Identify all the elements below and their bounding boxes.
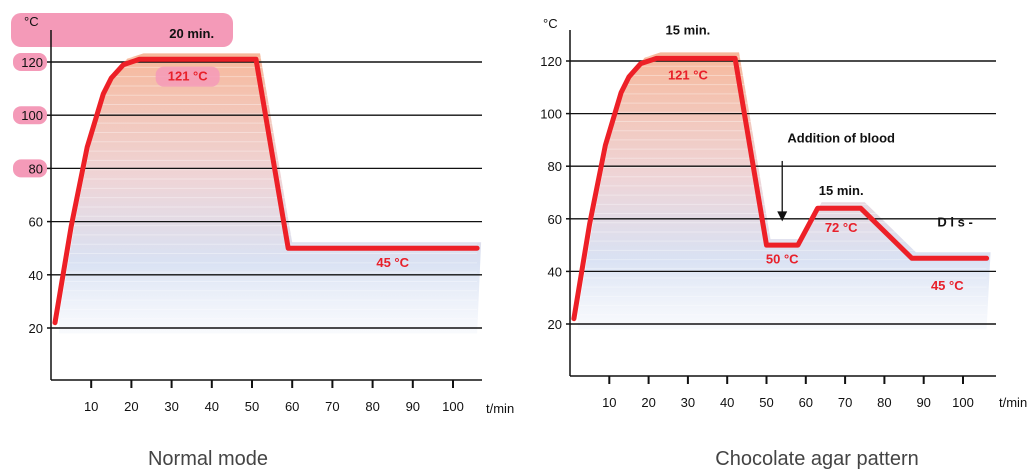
y-tick-highlight	[13, 106, 47, 125]
chart-annotation: 50 °C	[766, 252, 799, 267]
chart-caption: Normal mode	[148, 448, 268, 470]
x-tick-label: 10	[602, 395, 616, 410]
temperature-curve	[52, 56, 480, 326]
x-tick-label: 100	[952, 395, 974, 410]
chart-annotation: 20 min.	[169, 26, 214, 41]
chart-annotation: 45 °C	[931, 278, 964, 293]
y-tick-label: 120	[21, 55, 43, 70]
y-tick-highlight	[13, 53, 47, 71]
header-highlight	[11, 13, 233, 47]
y-tick-label: 60	[29, 215, 43, 230]
chart-annotation: D i s -	[937, 215, 972, 230]
chart-annotation: 15 min.	[819, 183, 864, 198]
x-tick-label: 80	[365, 399, 379, 414]
temperature-band	[59, 53, 482, 334]
x-tick-label: 50	[759, 395, 773, 410]
x-tick-label: 30	[164, 399, 178, 414]
y-tick-label: 40	[548, 264, 562, 279]
chart-annotation: 121 °C	[168, 69, 209, 84]
y-tick-label: 40	[29, 268, 43, 283]
chart-annotation: 72 °C	[825, 220, 858, 235]
x-tick-label: 10	[84, 399, 98, 414]
y-tick-label: 20	[29, 321, 43, 336]
x-tick-label: 40	[205, 399, 219, 414]
normal-mode-chart: °C t/min Normal mode 20 40 60 80 100 120 10 20 3…	[11, 13, 514, 470]
chart-annotation: 45 °C	[376, 255, 409, 270]
temperature-band	[577, 52, 991, 330]
y-tick-label: 100	[540, 107, 562, 122]
annotation-highlight	[155, 66, 220, 87]
background-layer	[11, 13, 482, 334]
x-tick-label: 100	[442, 399, 464, 414]
temperature-curve	[571, 55, 990, 322]
x-tick-label: 90	[916, 395, 930, 410]
chart-annotation: 121 °C	[668, 67, 709, 82]
y-axis-unit-label: °C	[543, 16, 558, 31]
y-tick-label: 60	[548, 212, 562, 227]
y-tick-label: 120	[540, 54, 562, 69]
y-axis-unit-label: °C	[24, 14, 39, 29]
chart-caption: Chocolate agar pattern	[715, 448, 918, 470]
x-tick-label: 70	[325, 399, 339, 414]
x-axis-unit-label: t/min	[999, 395, 1027, 410]
arrow-head	[777, 211, 788, 222]
y-tick-label: 20	[548, 317, 562, 332]
x-tick-label: 60	[799, 395, 813, 410]
y-tick-label: 80	[29, 161, 43, 176]
x-tick-label: 80	[877, 395, 891, 410]
x-tick-label: 60	[285, 399, 299, 414]
background-layer	[577, 52, 991, 330]
x-tick-label: 20	[641, 395, 655, 410]
y-tick-label: 80	[548, 159, 562, 174]
x-tick-label: 40	[720, 395, 734, 410]
x-tick-label: 30	[681, 395, 695, 410]
x-tick-label: 70	[838, 395, 852, 410]
y-tick-highlight	[13, 159, 47, 178]
x-tick-label: 90	[406, 399, 420, 414]
chart-annotation: Addition of blood	[787, 131, 895, 146]
x-axis-unit-label: t/min	[486, 401, 514, 416]
chocolate-agar-chart: °C t/min Chocolate agar pattern 20 40 60 80…	[540, 16, 1027, 470]
chart-annotation: 15 min.	[666, 23, 711, 38]
y-tick-label: 100	[21, 108, 43, 123]
x-tick-label: 20	[124, 399, 138, 414]
x-tick-label: 50	[245, 399, 259, 414]
